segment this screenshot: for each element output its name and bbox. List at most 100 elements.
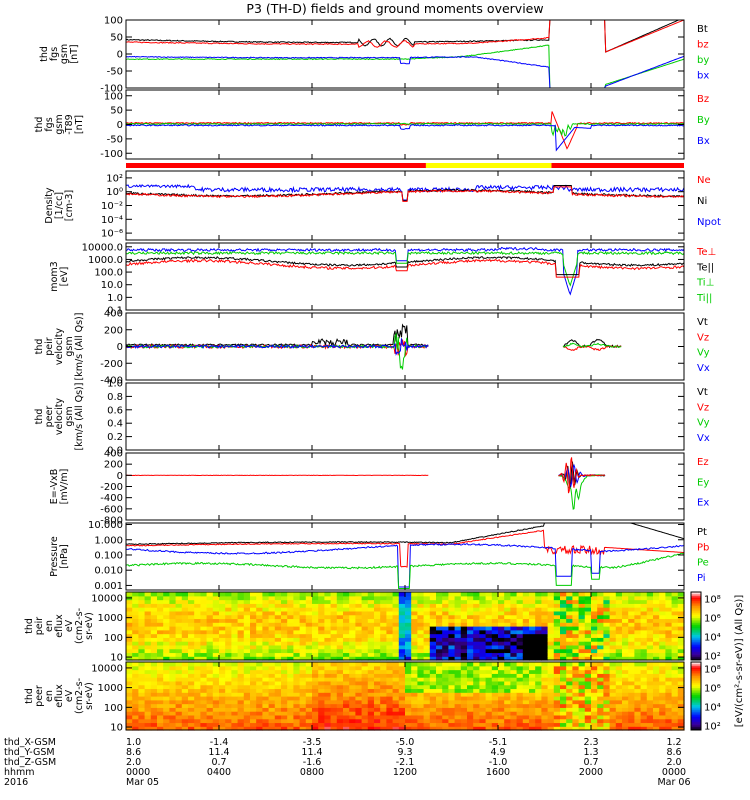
- spectrogram-cell: [219, 607, 226, 612]
- spectrogram-cell: [653, 699, 660, 705]
- spectrogram-cell: [578, 592, 586, 597]
- spectrogram-cell: [653, 677, 660, 682]
- spectrogram-cell: [491, 595, 499, 601]
- spectrogram-cell: [318, 722, 325, 727]
- spectrogram-cell: [454, 648, 462, 654]
- spectrogram-cell: [231, 718, 239, 724]
- spectrogram-cell: [343, 595, 350, 601]
- spectrogram-cell: [374, 707, 381, 712]
- legend-density-Ne: Ne: [697, 175, 711, 186]
- spectrogram-cell: [479, 637, 487, 642]
- spectrogram-cell: [405, 610, 412, 616]
- ytick-label: 10000: [91, 663, 123, 674]
- spectrogram-cell: [349, 607, 356, 612]
- spectrogram-cell: [529, 673, 536, 678]
- spectrogram-cell: [473, 662, 480, 667]
- spectrogram-cell: [653, 707, 660, 712]
- spectrogram-cell: [547, 714, 555, 720]
- spectrogram-cell: [330, 644, 338, 650]
- spectrogram-cell: [405, 603, 412, 608]
- spectrogram-cell: [268, 614, 276, 620]
- spectrogram-cell: [169, 726, 177, 731]
- spectrogram-cell: [312, 618, 319, 623]
- spectrogram-cell: [231, 610, 239, 616]
- spectrogram-cell: [243, 610, 251, 616]
- spectrogram-cell: [460, 699, 468, 705]
- spectrogram-cell: [231, 677, 239, 682]
- spectrogram-cell: [132, 699, 139, 705]
- spectrogram-cell: [646, 718, 654, 724]
- spectrogram-cell: [547, 592, 555, 597]
- spectrogram-cell: [423, 614, 431, 620]
- spectrogram-cell: [529, 626, 536, 631]
- spectrogram-cell: [566, 726, 573, 731]
- spectrogram-cell: [597, 726, 604, 731]
- ytick-label: 1.000: [94, 535, 123, 546]
- spectrogram-cell: [572, 603, 580, 608]
- spectrogram-cell: [615, 669, 623, 674]
- spectrogram-cell: [640, 610, 648, 616]
- spectrogram-cell: [473, 637, 480, 642]
- spectrogram-cell: [163, 610, 170, 616]
- spectrogram-cell: [312, 622, 319, 627]
- spectrogram-cell: [194, 673, 201, 678]
- spectrogram-cell: [355, 637, 363, 642]
- spectrogram-cell: [231, 607, 239, 612]
- spectrogram-cell: [516, 680, 524, 686]
- spectrogram-cell: [367, 603, 375, 608]
- spectrogram-cell: [628, 633, 635, 638]
- spectrogram-cell: [405, 688, 412, 693]
- spectrogram-cell: [206, 703, 214, 708]
- spectrogram-cell: [578, 644, 586, 650]
- spectrogram-cell: [305, 696, 313, 701]
- spectrogram-cell: [212, 714, 220, 720]
- spectrogram-cell: [677, 626, 685, 631]
- spectrogram-cell: [417, 622, 425, 627]
- spectrogram-cell: [380, 688, 387, 693]
- spectrogram-cell: [473, 707, 480, 712]
- spectrogram-cell: [225, 610, 232, 616]
- spectrogram-cell: [510, 614, 518, 620]
- spectrogram-cell: [318, 669, 325, 674]
- spectrogram-cell: [386, 607, 394, 612]
- spectrogram-cell: [293, 595, 301, 601]
- spectrogram-cell: [460, 722, 468, 727]
- spectrogram-cell: [250, 677, 257, 682]
- spectrogram-cell: [256, 633, 263, 638]
- spectrogram-cell: [132, 595, 139, 601]
- spectrogram-cell: [256, 644, 263, 650]
- spectrogram-cell: [615, 699, 623, 705]
- spectrogram-cell: [646, 680, 654, 686]
- spectrogram-cell: [535, 648, 542, 654]
- spectrogram-cell: [460, 718, 468, 724]
- spectrogram-cell: [622, 595, 629, 601]
- colorbar-cell: [691, 692, 701, 695]
- spectrogram-cell: [460, 622, 468, 627]
- spectrogram-cell: [646, 618, 654, 623]
- spectrogram-cell: [535, 669, 542, 674]
- spectrogram-cell: [138, 726, 146, 731]
- spectrogram-cell: [485, 665, 493, 671]
- spectrogram-cell: [597, 684, 604, 690]
- spectrogram-cell: [553, 673, 561, 678]
- ylabel-line: sr-eV): [84, 612, 95, 640]
- colorbar-cell: [691, 719, 701, 722]
- spectrogram-cell: [640, 677, 648, 682]
- spectrogram-cell: [436, 726, 443, 731]
- spectrogram-cell: [343, 629, 350, 635]
- spectrogram-cell: [454, 711, 462, 716]
- spectrogram-cell: [138, 711, 146, 716]
- spectrogram-cell: [541, 726, 549, 731]
- spectrogram-cell: [454, 714, 462, 720]
- spectrogram-cell: [634, 688, 642, 693]
- spectrogram-cell: [386, 726, 394, 731]
- spectrogram-cell: [628, 607, 635, 612]
- spectrogram-cell: [653, 599, 660, 604]
- spectrogram-cell: [262, 673, 270, 678]
- spectrogram-cell: [181, 618, 189, 623]
- spectrogram-cell: [150, 607, 158, 612]
- spectrogram-cell: [398, 629, 406, 635]
- colorbar-cell: [691, 680, 701, 683]
